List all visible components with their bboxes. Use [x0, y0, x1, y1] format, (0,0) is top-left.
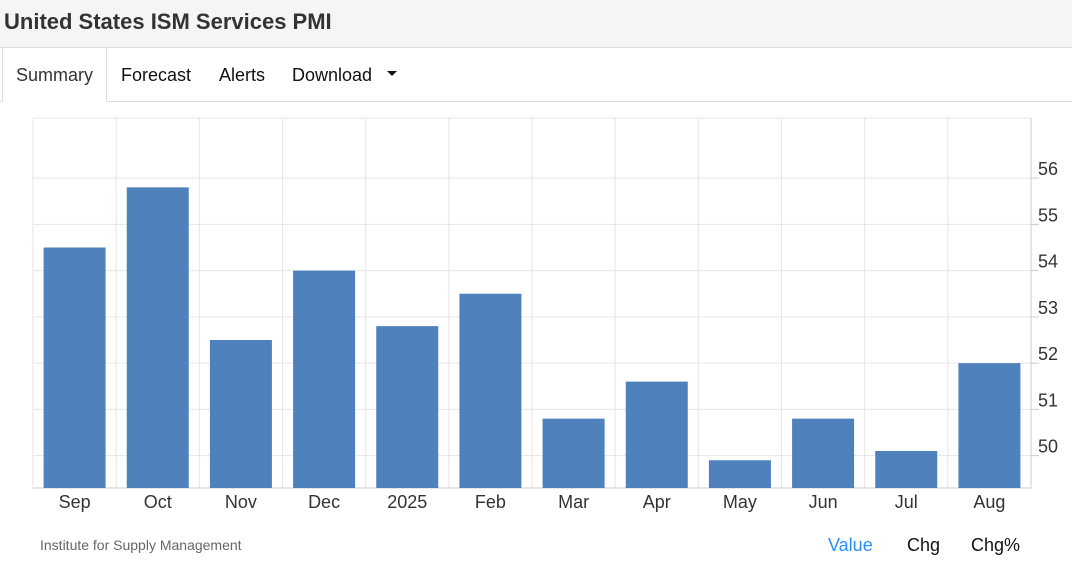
- x-tick-label: Jun: [809, 492, 838, 512]
- bar: [459, 293, 522, 488]
- y-tick-label: 55: [1038, 205, 1058, 225]
- bar-chart: 50 51 52 53 54 55 56 Sep Oct Nov Dec 2025 Feb Mar Apr M…: [32, 117, 1058, 512]
- bar: [376, 326, 439, 488]
- tab-summary[interactable]: Summary: [2, 48, 108, 102]
- bar: [126, 187, 189, 488]
- y-tick-label: 54: [1038, 252, 1058, 272]
- tab-alerts[interactable]: Alerts: [219, 48, 265, 102]
- tab-alerts-label: Alerts: [219, 65, 266, 85]
- y-tick-label: 56: [1038, 159, 1058, 179]
- y-tick-label: 52: [1038, 344, 1058, 364]
- x-tick-label: Mar: [558, 492, 589, 512]
- x-tick-label: Aug: [973, 492, 1005, 512]
- title-bar: United States ISM Services PMI: [0, 0, 1072, 48]
- bar: [542, 418, 605, 488]
- bar: [43, 247, 106, 488]
- source-label: Institute for Supply Management: [40, 537, 242, 553]
- x-tick-label: Apr: [643, 492, 671, 512]
- chevron-down-icon: [387, 70, 398, 76]
- tab-summary-label: Summary: [16, 65, 94, 85]
- x-tick-label: Oct: [144, 492, 172, 512]
- x-tick-label: May: [723, 492, 757, 512]
- tab-bar: Summary Forecast Alerts Download: [0, 48, 1072, 102]
- y-tick-label: 50: [1038, 437, 1058, 457]
- x-tick-label: Sep: [59, 492, 91, 512]
- view-mode-chg[interactable]: Chg: [907, 535, 941, 555]
- x-tick-label: Jul: [895, 492, 918, 512]
- x-tick-label: Dec: [308, 492, 340, 512]
- y-tick-label: 51: [1038, 390, 1058, 410]
- x-tick-label: Nov: [225, 492, 257, 512]
- bar: [958, 363, 1021, 488]
- tab-forecast[interactable]: Forecast: [121, 48, 191, 102]
- view-mode-value[interactable]: Value: [828, 535, 873, 555]
- tab-download[interactable]: Download: [292, 48, 398, 102]
- x-tick-label: Feb: [475, 492, 506, 512]
- tab-forecast-label: Forecast: [121, 65, 192, 85]
- chart-area: 50 51 52 53 54 55 56 Sep Oct Nov Dec 2025 Feb Mar Apr M…: [0, 102, 1072, 522]
- bar: [792, 418, 855, 488]
- view-mode-chg-pct[interactable]: Chg%: [971, 535, 1021, 555]
- page-title: United States ISM Services PMI: [4, 9, 332, 34]
- bar: [625, 381, 688, 488]
- bar: [209, 340, 272, 488]
- y-tick-label: 53: [1038, 298, 1058, 318]
- bar: [875, 451, 938, 488]
- tab-download-label: Download: [292, 65, 373, 85]
- x-tick-label: 2025: [387, 492, 427, 512]
- bar: [293, 270, 356, 488]
- bar: [708, 460, 771, 488]
